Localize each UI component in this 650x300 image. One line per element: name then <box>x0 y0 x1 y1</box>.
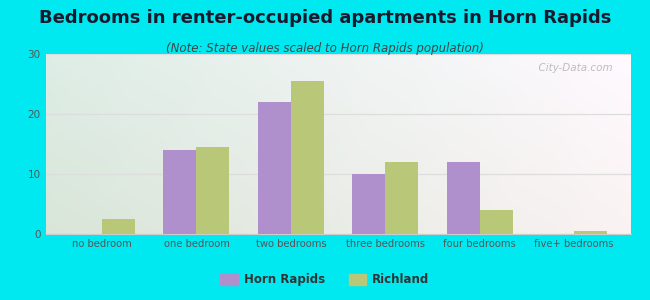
Legend: Horn Rapids, Richland: Horn Rapids, Richland <box>216 269 434 291</box>
Text: (Note: State values scaled to Horn Rapids population): (Note: State values scaled to Horn Rapid… <box>166 42 484 55</box>
Text: Bedrooms in renter-occupied apartments in Horn Rapids: Bedrooms in renter-occupied apartments i… <box>39 9 611 27</box>
Bar <box>258 102 291 234</box>
Bar <box>196 147 229 234</box>
Text: City-Data.com: City-Data.com <box>532 63 613 73</box>
Bar <box>102 219 135 234</box>
Bar <box>480 210 513 234</box>
Bar <box>574 231 607 234</box>
Bar <box>291 81 324 234</box>
Bar <box>385 162 418 234</box>
Bar <box>163 150 196 234</box>
Bar <box>447 162 480 234</box>
Bar <box>352 174 385 234</box>
